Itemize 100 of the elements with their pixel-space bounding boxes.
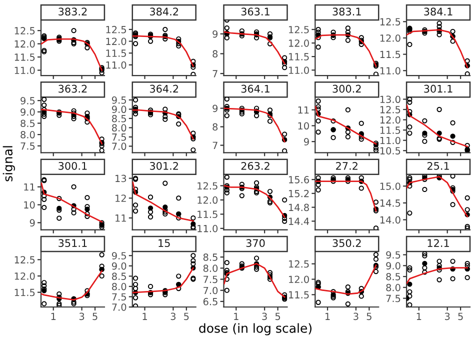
y-tick-label: 14.8 [289, 204, 309, 212]
y-tick-label: 12.0 [106, 38, 126, 46]
y-tick-label: 7.5 [112, 293, 126, 301]
y-tick-label: 10 [298, 122, 309, 130]
chart-title: 300.2 [332, 84, 361, 93]
y-tick-label: 7.5 [204, 276, 218, 284]
y-tick-label: 8.0 [112, 282, 126, 290]
y-tick-label: 8.5 [112, 272, 126, 280]
y-tick-label: 7 [212, 142, 218, 149]
y-axis-title: signal [2, 146, 15, 182]
y-tick-label: 8.0 [20, 131, 35, 138]
y-tick-label: 9.5 [20, 97, 35, 104]
y-tick-label: 12.5 [380, 106, 400, 114]
chart-title: 364.1 [241, 84, 270, 93]
x-tick-label: 1 [234, 312, 238, 320]
y-tick-label: 12.0 [14, 272, 35, 280]
x-tick-label: 3 [444, 312, 450, 320]
y-tick-label: 11.0 [198, 224, 218, 232]
y-tick-label: 15.0 [380, 182, 400, 190]
y-tick-label: 13 [116, 174, 126, 182]
y-tick-label: 8.0 [203, 264, 218, 272]
y-tick-label: 6.5 [203, 298, 218, 306]
y-tick-label: 12.5 [14, 256, 35, 264]
y-tick-label: 13.0 [380, 96, 400, 104]
x-tick-label: 3 [262, 312, 267, 320]
chart-title: 383.1 [332, 8, 361, 16]
y-tick-label: 12 [116, 194, 126, 202]
y-tick-label: 12.0 [380, 116, 400, 124]
y-tick-label: 10.5 [380, 147, 400, 154]
y-tick-label: 8 [212, 50, 218, 58]
y-tick-label: 9.5 [386, 251, 400, 259]
x-tick-label: 5 [92, 312, 98, 320]
chart-title: 27.2 [336, 162, 358, 170]
y-tick-label: 12.5 [198, 182, 218, 190]
y-tick-label: 12.5 [14, 27, 35, 34]
y-tick-label: 8.0 [386, 284, 400, 292]
y-tick-label: 12.5 [289, 26, 309, 34]
y-tick-label: 11.5 [198, 210, 218, 218]
chart-title: 364.2 [150, 84, 178, 93]
y-tick-label: 11 [24, 183, 35, 191]
y-tick-label: 9 [212, 30, 218, 38]
y-tick-label: 8.5 [386, 273, 400, 280]
y-tick-label: 8.5 [112, 114, 126, 122]
y-tick-label: 9.0 [112, 106, 126, 114]
x-tick-label: 1 [142, 312, 147, 320]
y-tick-label: 9.0 [20, 108, 35, 116]
y-tick-label: 8.5 [20, 120, 35, 128]
y-tick-label: 14.4 [289, 218, 310, 225]
x-tick-label: 5 [366, 312, 372, 320]
y-tick-label: 12.5 [289, 260, 309, 268]
y-tick-label: 12.0 [14, 40, 35, 48]
x-tick-label: 1 [326, 312, 330, 320]
y-tick-label: 10 [24, 201, 35, 209]
x-tick-label: 3 [354, 312, 358, 320]
y-tick-label: 12.0 [380, 34, 400, 42]
y-tick-label: 9 [304, 138, 309, 146]
y-tick-label: 11.5 [106, 50, 126, 57]
y-tick-label: 8 [212, 123, 218, 131]
y-tick-label: 7.5 [20, 142, 35, 150]
chart-title: 301.2 [150, 162, 178, 170]
chart-title: 12.1 [428, 239, 449, 247]
chart-title: 350.2 [332, 239, 361, 248]
y-tick-label: 12.5 [380, 18, 400, 26]
x-axis-title: dose (in log scale) [199, 323, 312, 336]
y-tick-label: 11.0 [14, 66, 35, 74]
y-tick-label: 11.0 [289, 66, 309, 74]
y-tick-label: 11.0 [380, 136, 400, 144]
y-tick-label: 11.5 [14, 288, 35, 296]
y-tick-label: 9.5 [112, 252, 126, 260]
chart-title: 301.1 [424, 84, 452, 93]
y-tick-label: 8.0 [112, 124, 126, 132]
chart-title: 383.2 [58, 8, 87, 16]
y-tick-label: 9.5 [112, 96, 126, 104]
y-tick-label: 11 [298, 106, 309, 114]
chart-title: 300.1 [58, 162, 87, 170]
y-tick-label: 11.5 [289, 53, 309, 60]
y-tick-label: 11.0 [380, 67, 400, 74]
chart-title: 363.2 [58, 84, 87, 93]
y-tick-label: 9.0 [386, 262, 400, 270]
y-tick-label: 11.5 [289, 291, 309, 298]
y-tick-label: 14.5 [380, 200, 400, 207]
chart-title: 363.1 [241, 8, 270, 16]
x-tick-label: 1 [51, 312, 56, 320]
y-tick-label: 7.5 [386, 294, 400, 302]
y-tick-label: 9 [212, 104, 218, 112]
y-tick-label: 7.5 [112, 134, 126, 141]
x-tick-label: 5 [458, 312, 463, 320]
chart-title: 370 [246, 239, 265, 248]
chart-title: 384.2 [150, 8, 178, 16]
y-tick-label: 11.5 [14, 54, 35, 61]
y-tick-label: 8.5 [203, 254, 218, 261]
y-tick-label: 7.0 [204, 286, 218, 294]
chart-title: 15 [158, 239, 170, 248]
y-tick-label: 15.2 [289, 190, 309, 198]
y-tick-label: 9.0 [112, 262, 126, 270]
y-tick-label: 7.0 [112, 142, 126, 150]
y-tick-label: 11.5 [380, 126, 400, 134]
y-tick-label: 9 [30, 219, 35, 227]
x-tick-label: 5 [275, 312, 280, 320]
y-tick-label: 11 [116, 214, 126, 222]
